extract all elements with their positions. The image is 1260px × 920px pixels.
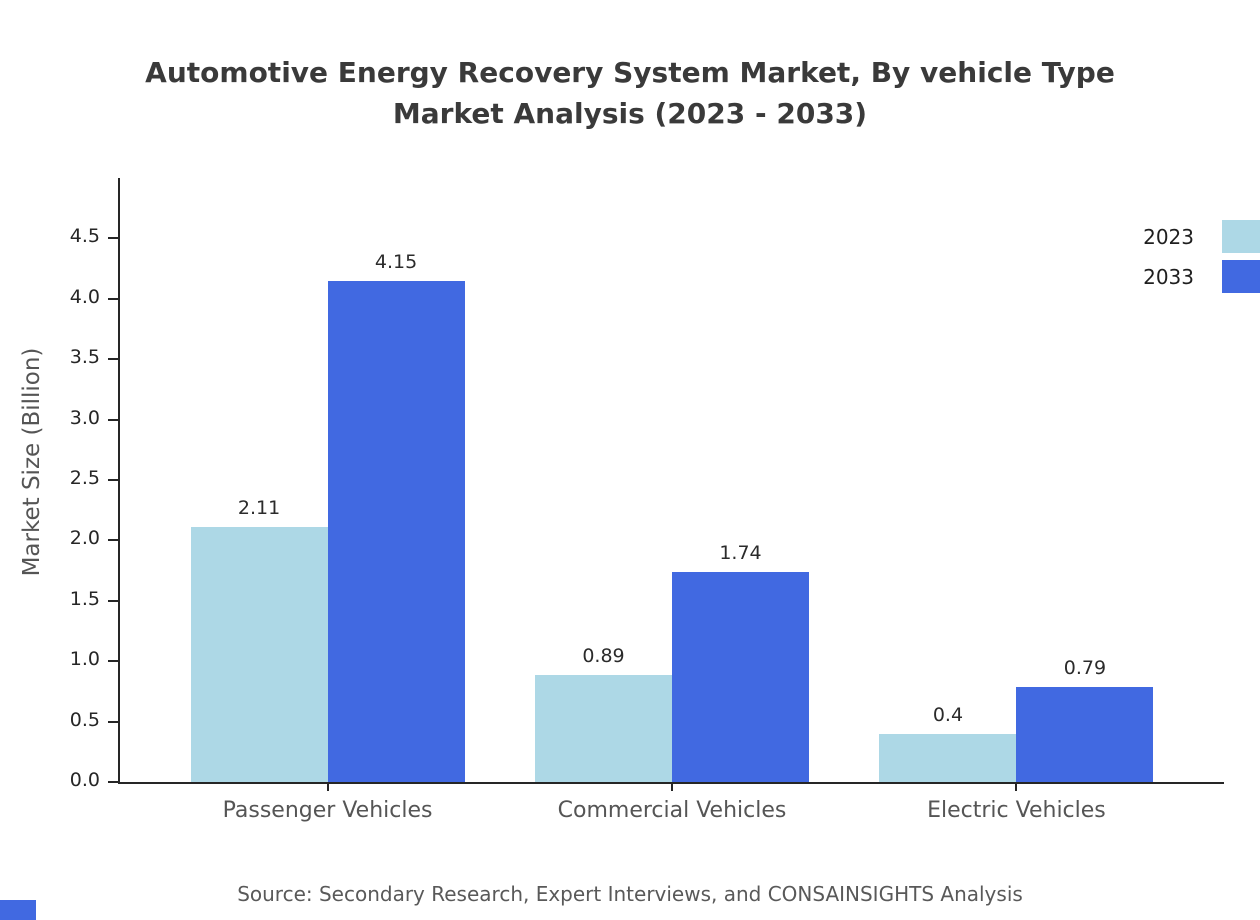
y-tick-label: 3.0 <box>69 406 100 429</box>
x-tick-mark <box>326 782 329 791</box>
x-tick-label: Electric Vehicles <box>927 798 1106 823</box>
chart-title: Automotive Energy Recovery System Market… <box>0 52 1260 134</box>
y-tick-label: 4.0 <box>69 285 100 308</box>
legend-item-label: 2033 <box>1143 264 1194 289</box>
x-tick-mark <box>1015 782 1018 791</box>
x-tick-label: Passenger Vehicles <box>222 798 433 823</box>
y-tick-mark <box>108 599 118 602</box>
y-tick-label: 3.5 <box>69 346 100 369</box>
bar-value-label: 4.15 <box>374 250 418 273</box>
y-tick-mark <box>108 781 118 783</box>
y-tick-label: 2.5 <box>69 467 100 489</box>
y-tick-label: 1.0 <box>69 648 100 671</box>
y-tick-mark <box>108 660 118 663</box>
chart-title-line2: Market Analysis (2023 - 2033) <box>392 97 868 130</box>
bar-value-label: 0.79 <box>1063 656 1107 679</box>
y-tick-label: 0.5 <box>69 708 100 731</box>
legend: 2023 2033 <box>1143 220 1260 300</box>
bar-value-label: 0.89 <box>582 644 625 667</box>
legend-item-2023: 2023 <box>1143 220 1260 253</box>
y-tick-mark <box>108 358 118 361</box>
legend-swatch <box>1222 260 1260 293</box>
y-tick-label: 1.5 <box>69 587 100 610</box>
y-tick-mark <box>108 539 118 542</box>
corner-brand-mark <box>0 900 36 920</box>
bar-2033 <box>1016 686 1154 782</box>
legend-swatch <box>1222 220 1260 253</box>
x-tick-mark <box>671 782 673 791</box>
legend-item-label: 2023 <box>1143 224 1194 249</box>
chart-title-line1: Automotive Energy Recovery System Market… <box>145 56 1115 89</box>
bar-value-label: 2.11 <box>237 497 281 520</box>
y-tick-label: 0.0 <box>69 769 100 791</box>
bar-2023 <box>879 733 1017 782</box>
y-tick-label: 4.5 <box>69 225 100 248</box>
bar-2033 <box>672 571 809 782</box>
y-tick-mark <box>108 720 118 723</box>
y-tick-label: 2.0 <box>69 527 100 550</box>
bar-value-label: 0.4 <box>932 703 964 726</box>
y-tick-mark <box>108 297 118 300</box>
y-tick-mark <box>108 479 118 481</box>
legend-item-2033: 2033 <box>1143 260 1260 293</box>
bar-value-label: 1.74 <box>719 541 762 564</box>
y-tick-mark <box>108 418 118 421</box>
source-note: Source: Secondary Research, Expert Inter… <box>237 882 1023 906</box>
plot-area: 0.0 0.5 1.0 1.5 2.0 2.5 3.0 3.5 4.0 4.5 2.11 4.15 Pa… <box>70 178 1224 823</box>
x-tick-label: Commercial Vehicles <box>557 798 787 823</box>
bar-2033 <box>327 280 465 782</box>
bar-2023 <box>535 674 672 782</box>
y-tick-mark <box>108 237 118 240</box>
bar-2023 <box>190 527 328 782</box>
